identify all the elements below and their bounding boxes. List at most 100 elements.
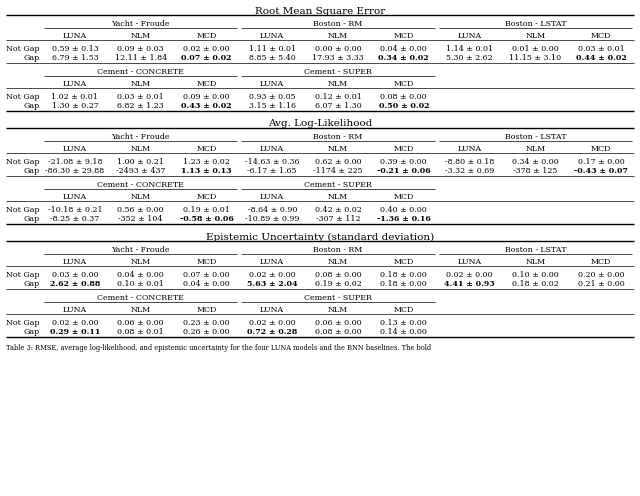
Text: MCD: MCD [196, 32, 216, 40]
Text: 5.30 ± 2.62: 5.30 ± 2.62 [446, 54, 493, 62]
Text: 0.08 ± 0.00: 0.08 ± 0.00 [380, 93, 427, 101]
Text: 0.06 ± 0.00: 0.06 ± 0.00 [117, 319, 164, 327]
Text: 0.72 ± 0.28: 0.72 ± 0.28 [247, 328, 298, 336]
Text: Boston - LSTAT: Boston - LSTAT [504, 20, 566, 28]
Text: -6.17 ± 1.65: -6.17 ± 1.65 [248, 167, 297, 175]
Text: 0.10 ± 0.01: 0.10 ± 0.01 [117, 280, 164, 288]
Text: MCD: MCD [591, 32, 611, 40]
Text: LUNA: LUNA [260, 258, 284, 266]
Text: MCD: MCD [591, 145, 611, 153]
Text: NLM: NLM [525, 258, 545, 266]
Text: 0.56 ± 0.00: 0.56 ± 0.00 [117, 206, 164, 214]
Text: 0.23 ± 0.00: 0.23 ± 0.00 [183, 319, 230, 327]
Text: 0.13 ± 0.00: 0.13 ± 0.00 [380, 319, 427, 327]
Text: -21.08 ± 9.18: -21.08 ± 9.18 [47, 158, 102, 166]
Text: 0.08 ± 0.00: 0.08 ± 0.00 [315, 328, 362, 336]
Text: 8.85 ± 5.40: 8.85 ± 5.40 [249, 54, 296, 62]
Text: 0.18 ± 0.02: 0.18 ± 0.02 [512, 280, 559, 288]
Text: Gap: Gap [24, 280, 40, 288]
Text: LUNA: LUNA [260, 306, 284, 314]
Text: -1.36 ± 0.16: -1.36 ± 0.16 [377, 215, 431, 223]
Text: 0.03 ± 0.00: 0.03 ± 0.00 [52, 271, 98, 279]
Text: NLM: NLM [131, 258, 151, 266]
Text: -0.21 ± 0.06: -0.21 ± 0.06 [377, 167, 431, 175]
Text: 0.39 ± 0.00: 0.39 ± 0.00 [380, 158, 427, 166]
Text: Cement - SUPER: Cement - SUPER [304, 68, 372, 76]
Text: 0.18 ± 0.00: 0.18 ± 0.00 [380, 280, 427, 288]
Text: 1.00 ± 0.21: 1.00 ± 0.21 [117, 158, 164, 166]
Text: Root Mean Square Error: Root Mean Square Error [255, 6, 385, 15]
Text: Not Gap: Not Gap [6, 271, 40, 279]
Text: -352 ± 104: -352 ± 104 [118, 215, 163, 223]
Text: LUNA: LUNA [63, 145, 87, 153]
Text: 1.02 ± 0.01: 1.02 ± 0.01 [51, 93, 99, 101]
Text: 0.40 ± 0.00: 0.40 ± 0.00 [380, 206, 427, 214]
Text: MCD: MCD [196, 306, 216, 314]
Text: 0.02 ± 0.00: 0.02 ± 0.00 [52, 319, 98, 327]
Text: 6.82 ± 1.23: 6.82 ± 1.23 [117, 102, 164, 110]
Text: MCD: MCD [196, 80, 216, 88]
Text: NLM: NLM [131, 193, 151, 201]
Text: 4.41 ± 0.93: 4.41 ± 0.93 [444, 280, 495, 288]
Text: LUNA: LUNA [63, 32, 87, 40]
Text: Avg. Log-Likelihood: Avg. Log-Likelihood [268, 120, 372, 128]
Text: MCD: MCD [591, 258, 611, 266]
Text: Boston - RM: Boston - RM [314, 20, 363, 28]
Text: 0.08 ± 0.00: 0.08 ± 0.00 [315, 271, 362, 279]
Text: Gap: Gap [24, 54, 40, 62]
Text: -2493 ± 437: -2493 ± 437 [116, 167, 165, 175]
Text: NLM: NLM [328, 193, 348, 201]
Text: 0.10 ± 0.00: 0.10 ± 0.00 [512, 271, 559, 279]
Text: -378 ± 125: -378 ± 125 [513, 167, 557, 175]
Text: 0.43 ± 0.02: 0.43 ± 0.02 [181, 102, 232, 110]
Text: 0.12 ± 0.01: 0.12 ± 0.01 [315, 93, 362, 101]
Text: LUNA: LUNA [260, 193, 284, 201]
Text: LUNA: LUNA [63, 306, 87, 314]
Text: 1.14 ± 0.01: 1.14 ± 0.01 [446, 45, 493, 53]
Text: NLM: NLM [525, 32, 545, 40]
Text: -0.43 ± 0.07: -0.43 ± 0.07 [574, 167, 628, 175]
Text: Not Gap: Not Gap [6, 206, 40, 214]
Text: 0.93 ± 0.05: 0.93 ± 0.05 [249, 93, 296, 101]
Text: Not Gap: Not Gap [6, 93, 40, 101]
Text: Gap: Gap [24, 215, 40, 223]
Text: -3.32 ± 0.69: -3.32 ± 0.69 [445, 167, 494, 175]
Text: Not Gap: Not Gap [6, 45, 40, 53]
Text: Cement - SUPER: Cement - SUPER [304, 294, 372, 302]
Text: 0.59 ± 0.13: 0.59 ± 0.13 [51, 45, 99, 53]
Text: MCD: MCD [394, 80, 414, 88]
Text: NLM: NLM [328, 80, 348, 88]
Text: 0.04 ± 0.00: 0.04 ± 0.00 [380, 45, 427, 53]
Text: LUNA: LUNA [260, 80, 284, 88]
Text: 0.44 ± 0.02: 0.44 ± 0.02 [576, 54, 627, 62]
Text: 0.20 ± 0.00: 0.20 ± 0.00 [578, 271, 625, 279]
Text: 0.03 ± 0.01: 0.03 ± 0.01 [117, 93, 164, 101]
Text: MCD: MCD [394, 32, 414, 40]
Text: Cement - CONCRETE: Cement - CONCRETE [97, 294, 184, 302]
Text: Yacht - Froude: Yacht - Froude [111, 20, 170, 28]
Text: -8.25 ± 0.37: -8.25 ± 0.37 [51, 215, 99, 223]
Text: 0.01 ± 0.00: 0.01 ± 0.00 [512, 45, 559, 53]
Text: -307 ± 112: -307 ± 112 [316, 215, 360, 223]
Text: Cement - CONCRETE: Cement - CONCRETE [97, 181, 184, 189]
Text: 0.07 ± 0.00: 0.07 ± 0.00 [183, 271, 230, 279]
Text: 3.15 ± 1.16: 3.15 ± 1.16 [249, 102, 296, 110]
Text: Yacht - Froude: Yacht - Froude [111, 133, 170, 141]
Text: LUNA: LUNA [63, 258, 87, 266]
Text: -14.63 ± 0.36: -14.63 ± 0.36 [245, 158, 300, 166]
Text: Boston - LSTAT: Boston - LSTAT [504, 133, 566, 141]
Text: 0.26 ± 0.00: 0.26 ± 0.00 [183, 328, 230, 336]
Text: NLM: NLM [131, 306, 151, 314]
Text: 0.04 ± 0.00: 0.04 ± 0.00 [117, 271, 164, 279]
Text: 0.04 ± 0.00: 0.04 ± 0.00 [183, 280, 230, 288]
Text: MCD: MCD [394, 258, 414, 266]
Text: NLM: NLM [328, 258, 348, 266]
Text: 17.93 ± 3.33: 17.93 ± 3.33 [312, 54, 364, 62]
Text: 1.30 ± 0.27: 1.30 ± 0.27 [51, 102, 99, 110]
Text: MCD: MCD [394, 193, 414, 201]
Text: NLM: NLM [131, 145, 151, 153]
Text: Boston - RM: Boston - RM [314, 133, 363, 141]
Text: Gap: Gap [24, 328, 40, 336]
Text: MCD: MCD [196, 193, 216, 201]
Text: 0.14 ± 0.00: 0.14 ± 0.00 [380, 328, 428, 336]
